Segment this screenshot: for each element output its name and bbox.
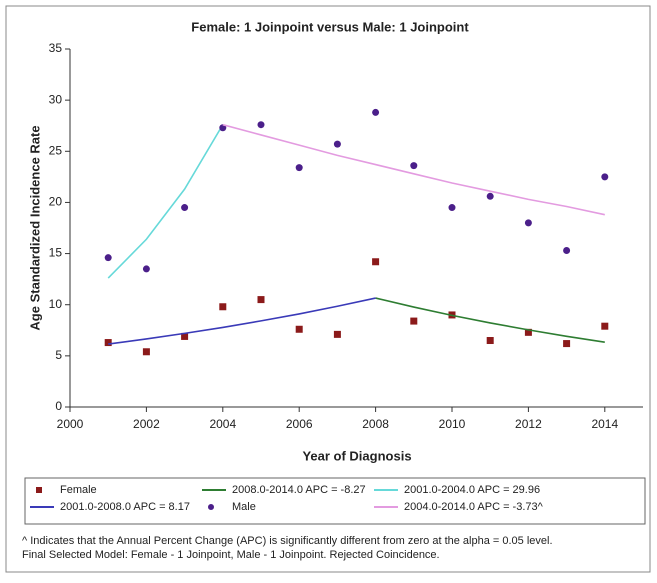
legend-label: Female <box>60 484 97 496</box>
y-tick-label: 20 <box>49 195 63 209</box>
data-point <box>486 337 494 345</box>
legend-box <box>24 477 646 525</box>
legend-label: 2001.0-2008.0 APC = 8.17 <box>60 501 190 513</box>
data-point <box>410 162 418 170</box>
legend-label: 2008.0-2014.0 APC = -8.27 <box>232 484 366 496</box>
y-tick-label: 0 <box>55 399 62 413</box>
data-point <box>372 258 380 266</box>
y-tick-label: 30 <box>49 92 63 106</box>
y-tick-label: 15 <box>49 246 63 260</box>
legend-label: 2004.0-2014.0 APC = -3.73^ <box>404 501 544 513</box>
legend-label: 2001.0-2004.0 APC = 29.96 <box>404 484 540 496</box>
data-point <box>257 296 265 304</box>
data-point <box>142 348 150 356</box>
y-axis-label: Age Standardized Incidence Rate <box>27 125 42 330</box>
data-point <box>181 332 189 340</box>
data-point <box>601 322 609 330</box>
y-tick-label: 35 <box>49 41 63 55</box>
data-point <box>563 340 571 348</box>
data-point <box>219 303 227 311</box>
footnote: Final Selected Model: Female - 1 Joinpoi… <box>22 549 440 561</box>
fit-line <box>375 297 605 343</box>
footnote: ^ Indicates that the Annual Percent Chan… <box>22 535 553 547</box>
x-tick-label: 2008 <box>362 417 389 431</box>
y-tick-label: 5 <box>55 348 62 362</box>
data-point <box>181 204 189 212</box>
fit-line <box>108 297 376 345</box>
x-tick-label: 2010 <box>439 417 466 431</box>
data-point <box>563 247 571 255</box>
data-point <box>601 173 609 181</box>
data-point <box>219 124 227 132</box>
data-point <box>333 330 341 338</box>
legend-label: Male <box>232 501 256 513</box>
x-tick-label: 2000 <box>57 417 84 431</box>
x-axis-label: Year of Diagnosis <box>302 448 411 463</box>
data-point <box>104 339 112 347</box>
y-tick-label: 10 <box>49 297 63 311</box>
x-tick-label: 2004 <box>209 417 236 431</box>
chart-title: Female: 1 Joinpoint versus Male: 1 Joinp… <box>191 19 469 34</box>
data-point <box>295 325 303 333</box>
data-point <box>333 140 341 148</box>
data-point <box>410 317 418 325</box>
data-point <box>295 164 303 172</box>
x-tick-label: 2014 <box>591 417 618 431</box>
x-tick-label: 2002 <box>133 417 160 431</box>
data-point <box>372 108 380 116</box>
legend-swatch <box>208 504 214 510</box>
data-point <box>448 204 456 212</box>
data-point <box>524 219 532 227</box>
x-tick-label: 2012 <box>515 417 542 431</box>
data-point <box>524 328 532 336</box>
data-point <box>486 192 494 200</box>
fit-line <box>222 123 605 216</box>
legend-swatch <box>36 487 42 493</box>
data-point <box>142 265 150 273</box>
fit-line <box>107 124 224 279</box>
data-point <box>257 121 265 129</box>
y-tick-label: 25 <box>49 143 63 157</box>
x-tick-label: 2006 <box>286 417 313 431</box>
data-point <box>104 254 112 262</box>
